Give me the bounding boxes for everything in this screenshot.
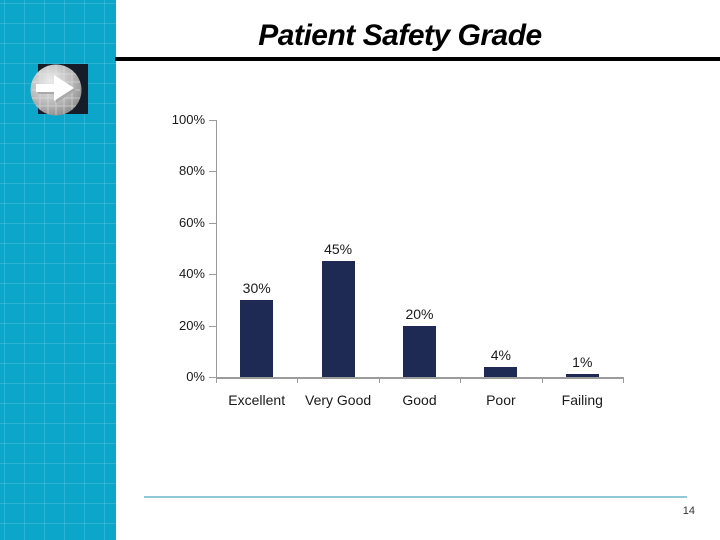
title-underline xyxy=(115,57,720,61)
x-axis-tick xyxy=(623,379,624,383)
bar-excellent xyxy=(240,299,274,377)
y-axis-tick xyxy=(209,377,216,378)
bar-very-good xyxy=(321,261,355,377)
x-axis-category-label: Good xyxy=(402,392,437,408)
y-axis-tick-label: 20% xyxy=(178,317,205,333)
bar-value-label: 30% xyxy=(242,279,271,296)
x-axis-tick xyxy=(216,379,217,383)
x-axis-line xyxy=(216,377,624,379)
y-axis-tick-label: 100% xyxy=(171,112,205,127)
x-axis-category-label: Very Good xyxy=(305,392,372,408)
y-axis-tick-label: 0% xyxy=(186,369,205,384)
bar-value-label: 45% xyxy=(324,241,353,258)
x-axis-category-label: Poor xyxy=(486,392,516,408)
y-axis-tick xyxy=(209,222,216,224)
y-axis-tick xyxy=(209,120,216,121)
bar-poor xyxy=(484,366,518,377)
y-axis-tick-label: 80% xyxy=(178,163,205,179)
sidebar-decoration xyxy=(0,0,116,540)
y-axis-tick xyxy=(209,325,216,327)
bar-failing xyxy=(565,374,599,377)
y-axis-tick xyxy=(209,171,216,173)
bar-value-label: 1% xyxy=(572,354,593,371)
bar-good xyxy=(403,325,436,377)
y-axis-tick-label: 40% xyxy=(178,266,205,282)
y-axis-line xyxy=(216,120,217,378)
arrow-sphere-icon xyxy=(30,63,90,118)
x-axis-category-label: Excellent xyxy=(228,392,286,408)
x-axis-category-label: Failing xyxy=(561,392,603,408)
bar-value-label: 4% xyxy=(490,346,511,363)
y-axis-tick xyxy=(209,274,216,276)
slide-title: Patient Safety Grade xyxy=(258,19,542,52)
x-axis-tick xyxy=(541,379,543,383)
x-axis-tick xyxy=(460,379,462,383)
page-number: 14 xyxy=(682,505,695,517)
bar-value-label: 20% xyxy=(405,305,434,322)
footer-divider xyxy=(144,496,687,498)
x-axis-tick xyxy=(297,379,299,383)
y-axis-tick-label: 60% xyxy=(178,214,205,230)
x-axis-tick xyxy=(378,379,380,383)
